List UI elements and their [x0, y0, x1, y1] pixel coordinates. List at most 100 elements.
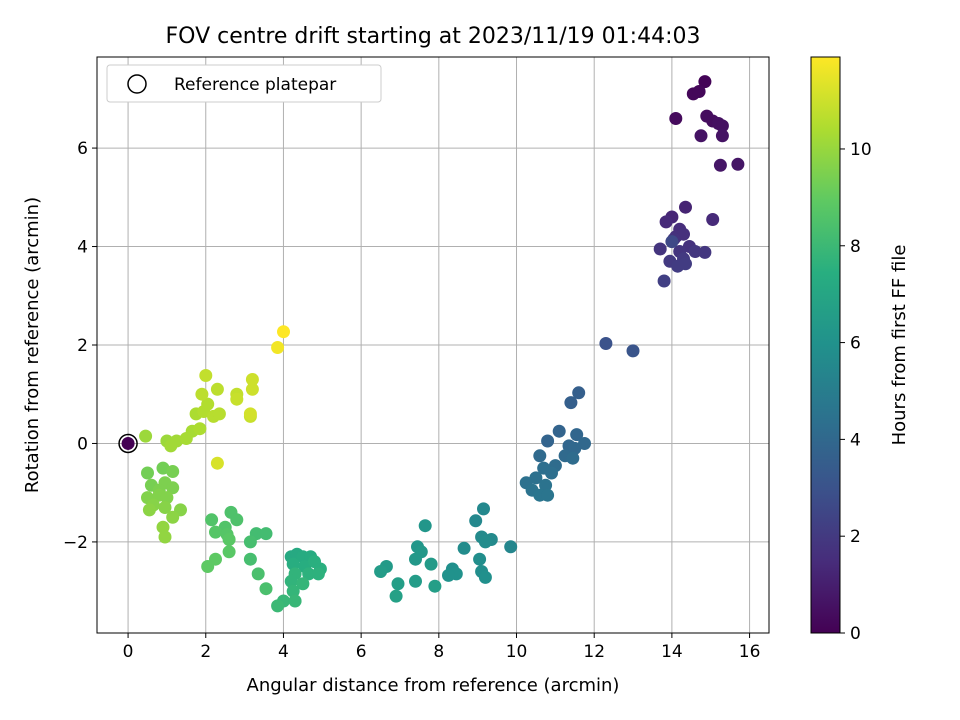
legend: Reference platepar [106, 64, 382, 103]
data-point [442, 568, 455, 582]
data-point [302, 567, 316, 581]
data-point [539, 478, 553, 492]
data-point [653, 242, 667, 256]
data-point [201, 560, 215, 573]
data-point [243, 535, 257, 549]
data-point [141, 466, 154, 480]
colorbar-label: Hours from first FF file [889, 245, 910, 446]
data-point [210, 456, 224, 470]
x-tick-label: 8 [433, 642, 444, 662]
data-point [139, 429, 153, 443]
data-point [271, 341, 285, 354]
data-point [210, 382, 224, 396]
data-point [504, 540, 518, 554]
data-point [552, 424, 566, 438]
data-point [529, 471, 543, 485]
data-point [694, 129, 708, 143]
colorbar-tick-label: 4 [850, 430, 861, 450]
data-point [679, 257, 692, 271]
data-point [156, 520, 170, 534]
data-point [545, 466, 558, 480]
data-point [284, 574, 298, 588]
data-point [688, 245, 702, 258]
data-point [286, 557, 300, 571]
data-point [391, 577, 405, 591]
data-point [245, 373, 259, 386]
colorbar-ticks: 0 2 4 6 8 10 [840, 140, 872, 644]
data-point [418, 519, 432, 533]
legend-entry-reference: Reference platepar [174, 75, 336, 95]
data-point [669, 112, 683, 125]
data-point [166, 481, 180, 495]
data-point [477, 502, 490, 516]
data-point [230, 513, 244, 527]
reference-point [121, 436, 135, 450]
x-axis-label: Angular distance from reference (arcmin) [247, 675, 620, 696]
data-point [160, 491, 174, 505]
reference-ring [118, 433, 138, 454]
y-tick-label: 6 [77, 139, 88, 159]
y-tick-label: 0 [77, 434, 88, 454]
data-point [677, 227, 690, 241]
data-point [142, 503, 156, 517]
y-tick-label: −2 [63, 533, 88, 553]
data-point [209, 525, 222, 539]
data-point [166, 465, 180, 478]
data-point [564, 396, 578, 410]
data-point [715, 129, 729, 143]
data-point [679, 200, 692, 214]
y-tick-label: 2 [77, 336, 88, 356]
x-tick-label: 10 [506, 642, 528, 662]
data-point [706, 213, 720, 226]
x-axis-ticks: 0 2 4 6 8 10 12 14 16 [123, 633, 760, 662]
x-tick-label: 4 [278, 642, 289, 662]
chart-title: FOV centre drift starting at 2023/11/19 … [166, 24, 701, 49]
data-point [245, 382, 259, 396]
grid-lines [97, 57, 769, 633]
data-point [199, 369, 213, 382]
colorbar-tick-label: 8 [850, 237, 861, 257]
colorbar-tick-label: 0 [850, 624, 861, 644]
data-point [158, 530, 172, 544]
x-tick-label: 12 [583, 642, 605, 662]
data-point [251, 567, 265, 581]
data-point [259, 582, 273, 596]
data-point [478, 570, 492, 584]
legend-box [106, 64, 382, 103]
data-point [193, 422, 207, 436]
data-point [665, 235, 679, 249]
data-point [286, 584, 300, 598]
data-point [311, 567, 325, 581]
data-point [409, 574, 422, 588]
data-point [296, 577, 310, 591]
data-point [212, 407, 226, 421]
data-point [409, 552, 422, 566]
data-point [424, 557, 438, 571]
data-point [541, 434, 555, 448]
y-axis-ticks: −2 0 2 4 6 [63, 139, 97, 553]
x-tick-label: 6 [356, 642, 367, 662]
data-point [374, 565, 388, 578]
colorbar-tick-label: 2 [850, 527, 861, 547]
x-tick-label: 0 [123, 642, 134, 662]
y-tick-label: 4 [77, 238, 88, 258]
data-point [715, 119, 729, 133]
data-point [533, 449, 547, 463]
data-point [243, 552, 257, 566]
data-point [271, 599, 285, 613]
data-point [478, 535, 492, 549]
data-point [195, 387, 209, 401]
data-point [731, 157, 745, 171]
data-point [659, 215, 673, 229]
data-point [566, 451, 580, 465]
data-point [457, 541, 471, 555]
data-point [158, 501, 172, 514]
data-point [698, 75, 712, 89]
data-point [599, 337, 613, 350]
data-point [230, 392, 244, 406]
data-point [243, 407, 257, 421]
data-point [570, 428, 584, 442]
data-point [713, 158, 727, 172]
data-point [166, 510, 180, 524]
